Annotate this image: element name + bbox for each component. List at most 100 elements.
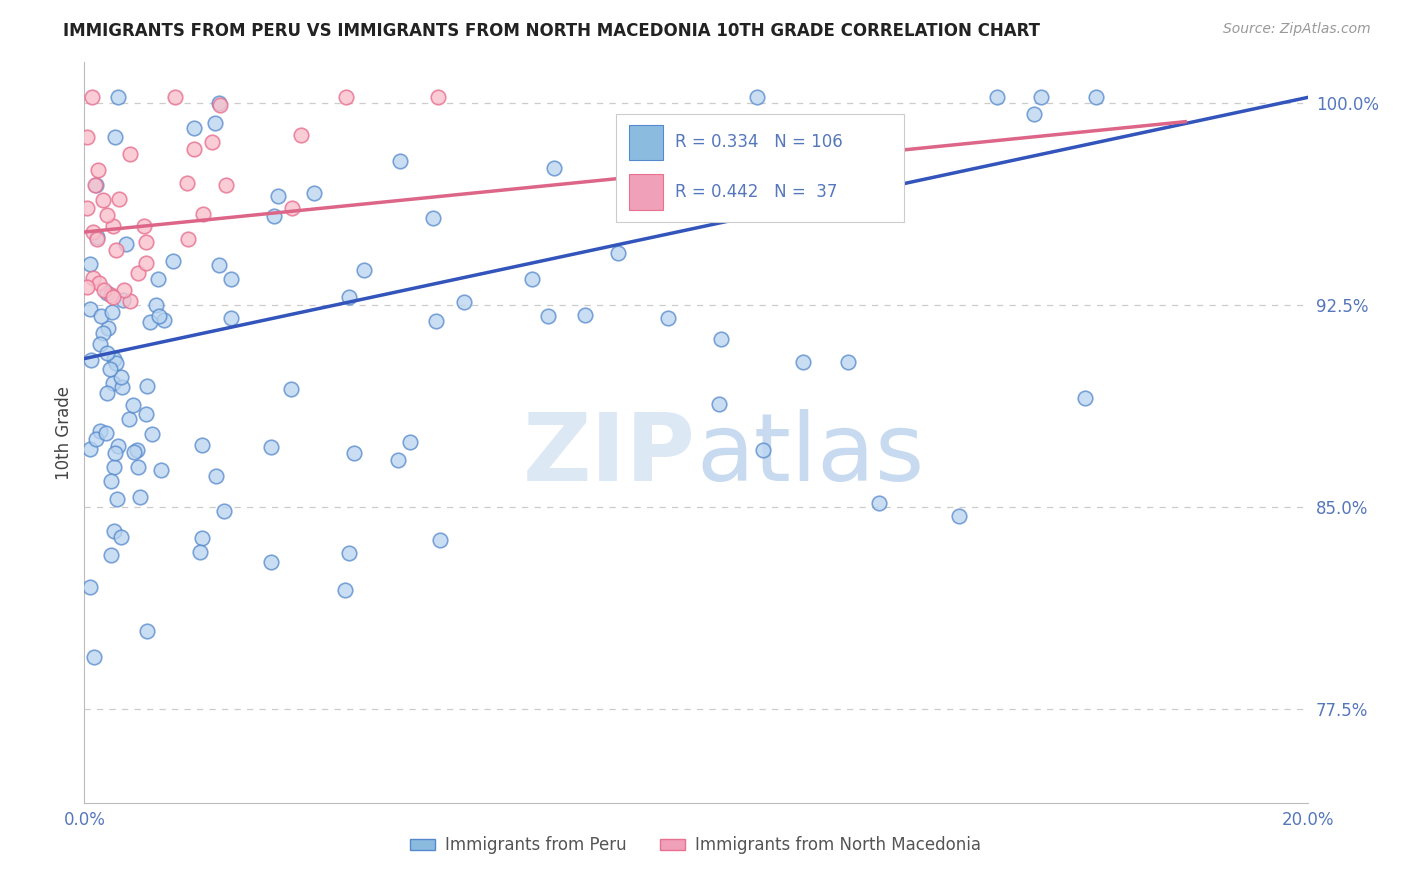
Point <box>94 426 117 441</box>
Point <box>80 352 103 367</box>
Point <box>429 533 451 547</box>
Point <box>135 256 157 270</box>
Point <box>422 211 444 226</box>
Point <box>1084 90 1107 104</box>
Point <box>96 286 118 301</box>
Point <box>96 386 118 401</box>
Point <box>281 201 304 215</box>
Point <box>100 549 122 563</box>
Point <box>208 258 231 272</box>
Point <box>399 435 422 450</box>
Point <box>90 309 112 323</box>
Point <box>127 460 149 475</box>
Point <box>176 176 198 190</box>
Point <box>135 235 157 249</box>
Point <box>103 352 125 367</box>
Point <box>205 469 228 483</box>
Bar <box>628 125 664 161</box>
Point <box>153 313 176 327</box>
Point <box>333 583 356 598</box>
Point <box>93 283 115 297</box>
Point <box>107 439 129 453</box>
Point <box>260 440 283 454</box>
Point <box>335 90 357 104</box>
Point <box>212 504 235 518</box>
Point <box>86 232 108 246</box>
Point <box>699 189 721 203</box>
Point <box>101 290 124 304</box>
Point <box>337 290 360 304</box>
Point <box>111 380 134 394</box>
Point <box>120 146 142 161</box>
Point <box>79 257 101 271</box>
Point <box>79 442 101 457</box>
Point <box>520 272 543 286</box>
Point <box>342 446 364 460</box>
Point <box>543 161 565 175</box>
Point <box>108 192 131 206</box>
Point <box>215 178 238 193</box>
Point <box>747 90 769 104</box>
Point <box>263 209 285 223</box>
Point <box>145 298 167 312</box>
Point <box>280 382 302 396</box>
Point <box>425 314 447 328</box>
Point <box>267 189 290 203</box>
Point <box>389 154 412 169</box>
Point <box>76 201 98 215</box>
Point <box>110 529 132 543</box>
Point <box>260 555 283 569</box>
Point <box>79 580 101 594</box>
Point <box>219 311 242 326</box>
Point <box>104 130 127 145</box>
Point <box>162 254 184 268</box>
Point <box>165 90 187 104</box>
Point <box>837 355 859 369</box>
Point <box>79 301 101 316</box>
Point <box>304 186 326 200</box>
Point <box>104 244 127 258</box>
Point <box>337 546 360 560</box>
Point <box>121 398 143 412</box>
Point <box>86 229 108 244</box>
Y-axis label: 10th Grade: 10th Grade <box>55 385 73 480</box>
Point <box>290 128 312 143</box>
Point <box>118 293 141 308</box>
Point <box>87 276 110 290</box>
Point <box>219 272 242 286</box>
Point <box>135 624 157 638</box>
Point <box>100 474 122 488</box>
Point <box>89 337 111 351</box>
Point <box>648 184 671 198</box>
Point <box>792 355 814 369</box>
Point <box>129 490 152 504</box>
Legend: Immigrants from Peru, Immigrants from North Macedonia: Immigrants from Peru, Immigrants from No… <box>404 830 988 861</box>
Text: IMMIGRANTS FROM PERU VS IMMIGRANTS FROM NORTH MACEDONIA 10TH GRADE CORRELATION C: IMMIGRANTS FROM PERU VS IMMIGRANTS FROM … <box>63 22 1040 40</box>
Point <box>948 509 970 524</box>
Point <box>1074 392 1097 406</box>
Point <box>1024 107 1046 121</box>
Point <box>96 208 118 222</box>
Point <box>149 463 172 477</box>
Point <box>537 309 560 323</box>
Text: ZIP: ZIP <box>523 409 696 500</box>
Point <box>1031 90 1053 104</box>
Point <box>103 524 125 539</box>
Point <box>125 442 148 457</box>
Point <box>208 95 231 110</box>
Point <box>204 116 226 130</box>
Point <box>84 178 107 193</box>
Point <box>657 310 679 325</box>
Point <box>105 355 128 369</box>
Point <box>426 90 449 104</box>
Point <box>176 231 198 245</box>
Point <box>84 178 107 193</box>
Point <box>76 280 98 294</box>
Point <box>183 120 205 135</box>
Point <box>115 237 138 252</box>
Point <box>986 90 1008 104</box>
Point <box>80 90 103 104</box>
Point <box>91 193 114 207</box>
Point <box>122 444 145 458</box>
Point <box>89 425 111 439</box>
